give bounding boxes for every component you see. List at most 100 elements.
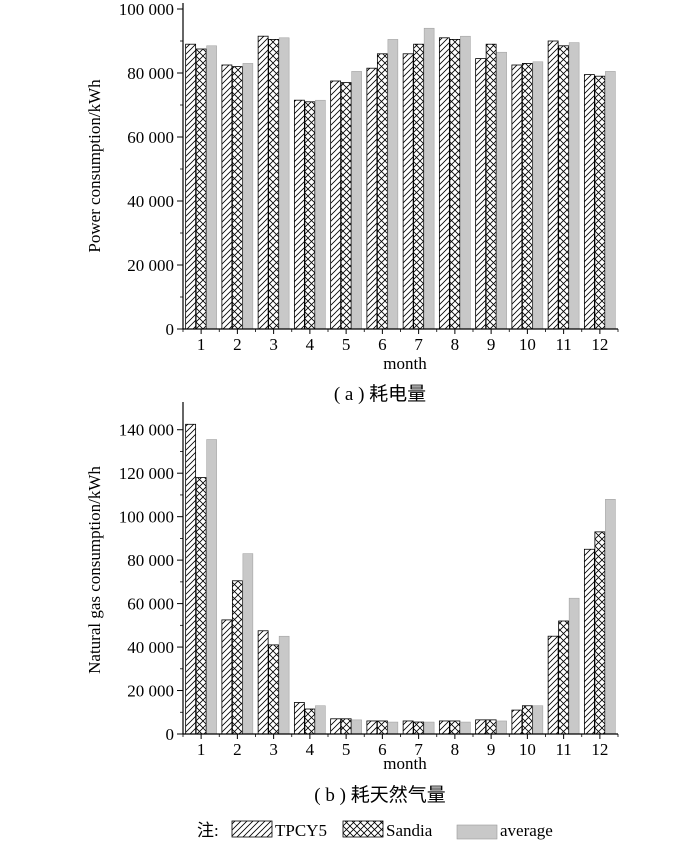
power-bar-sandia-m7 <box>413 43 425 330</box>
gas-bar-sandia-m6 <box>376 720 388 735</box>
power-bar-average-m8 <box>460 35 471 330</box>
power-y-tick-label: 60 000 <box>127 128 174 147</box>
gas-y-tick-label: 140 000 <box>119 421 174 440</box>
power-bar-average-m9 <box>496 51 507 330</box>
power-y-tick-label: 100 000 <box>119 0 174 19</box>
power-bar-average-m4 <box>315 99 326 330</box>
gas-y-tick-label: 40 000 <box>127 638 174 657</box>
power-bar-sandia-m9 <box>485 43 497 330</box>
gas-caption: ( b ) 耗天然气量 <box>314 784 445 806</box>
power-bar-tpcy5-m1 <box>185 43 197 330</box>
gas-bar-sandia-m5 <box>340 718 352 735</box>
gas-bar-tpcy5-m11 <box>547 635 559 735</box>
gas-bar-average-m6 <box>387 721 399 735</box>
gas-x-tick-label: 3 <box>269 740 278 759</box>
gas-y-tick-label: 80 000 <box>127 551 174 570</box>
gas-bar-average-m2 <box>242 553 254 735</box>
power-bar-average-m11 <box>568 42 580 330</box>
gas-bar-average-m4 <box>315 705 326 735</box>
legend-swatch-tpcy5 <box>231 820 273 838</box>
power-bar-tpcy5-m10 <box>511 64 523 330</box>
gas-bar-average-m10 <box>532 705 544 735</box>
legend: 注: TPCY5 Sandia average <box>197 820 553 840</box>
power-y-tick-label: 0 <box>166 320 175 339</box>
power-x-tick-label: 4 <box>306 335 315 354</box>
legend-label-sandia: Sandia <box>386 821 433 840</box>
gas-x-tick-label: 4 <box>306 740 315 759</box>
power-x-tick-label: 7 <box>414 335 423 354</box>
gas-x-ticks: 1 2 3 4 5 6 7 8 9 10 11 12 <box>182 734 619 759</box>
power-y-axis-label: Power consumption/kWh <box>85 79 104 253</box>
power-bar-tpcy5-m11 <box>547 40 559 330</box>
power-bar-sandia-m5 <box>340 82 352 330</box>
gas-consumption-chart: 0 20 000 40 000 60 000 80 000 100 000 120 000 1… <box>85 402 619 806</box>
gas-x-tick-label: 1 <box>197 740 206 759</box>
power-bar-tpcy5-m5 <box>330 80 342 330</box>
gas-bar-sandia-m1 <box>195 477 207 735</box>
power-bar-tpcy5-m4 <box>293 99 305 330</box>
power-bar-average-m10 <box>532 61 544 330</box>
gas-bar-sandia-m9 <box>485 719 497 735</box>
gas-x-tick-label: 9 <box>487 740 496 759</box>
power-x-tick-label: 10 <box>519 335 536 354</box>
power-caption: ( a ) 耗电量 <box>334 383 426 405</box>
gas-y-tick-label: 0 <box>166 725 175 744</box>
power-y-tick-label: 80 000 <box>127 64 174 83</box>
gas-y-tick-label: 20 000 <box>127 682 174 701</box>
power-y-tick-label: 40 000 <box>127 192 174 211</box>
power-bar-sandia-m10 <box>521 63 533 330</box>
power-bar-sandia-m8 <box>449 39 461 330</box>
gas-x-tick-label: 5 <box>342 740 351 759</box>
power-bar-average-m7 <box>423 27 435 330</box>
gas-y-tick-label: 120 000 <box>119 464 174 483</box>
gas-bar-sandia-m2 <box>231 580 243 735</box>
gas-bar-sandia-m8 <box>449 720 461 735</box>
gas-bar-average-m5 <box>351 719 362 735</box>
power-bar-tpcy5-m3 <box>257 35 269 330</box>
power-x-tick-label: 11 <box>555 335 571 354</box>
power-bar-average-m1 <box>206 45 217 330</box>
power-x-axis-label: month <box>383 354 427 373</box>
gas-y-axis-label: Natural gas consumption/kWh <box>85 466 104 674</box>
gas-bar-average-m11 <box>568 597 580 735</box>
gas-bar-sandia-m12 <box>594 531 606 735</box>
power-bar-sandia-m3 <box>268 39 280 330</box>
power-bar-tpcy5-m6 <box>366 67 378 330</box>
gas-bar-tpcy5-m12 <box>583 548 595 735</box>
power-x-tick-label: 9 <box>487 335 496 354</box>
gas-x-tick-label: 7 <box>414 740 423 759</box>
power-bar-tpcy5-m8 <box>438 37 450 330</box>
gas-bar-average-m3 <box>278 635 290 735</box>
power-bar-average-m6 <box>387 39 399 330</box>
gas-y-ticks: 0 20 000 40 000 60 000 80 000 100 000 120 000 1… <box>119 421 183 744</box>
gas-x-tick-label: 8 <box>451 740 460 759</box>
gas-bar-average-m8 <box>460 721 471 735</box>
power-x-tick-label: 2 <box>233 335 242 354</box>
legend-swatch-average <box>456 824 498 840</box>
gas-y-tick-label: 100 000 <box>119 508 174 527</box>
gas-x-tick-label: 12 <box>591 740 608 759</box>
power-bar-tpcy5-m9 <box>475 58 487 330</box>
power-bar-average-m2 <box>242 63 254 330</box>
power-bar-tpcy5-m2 <box>221 64 233 330</box>
gas-y-tick-label: 60 000 <box>127 595 174 614</box>
power-bar-average-m12 <box>605 71 616 330</box>
gas-x-tick-label: 6 <box>378 740 387 759</box>
power-y-ticks: 0 20 000 40 000 60 000 80 000 100 000 <box>119 0 183 339</box>
gas-bar-average-m1 <box>206 439 217 735</box>
gas-x-tick-label: 10 <box>519 740 536 759</box>
gas-bar-tpcy5-m2 <box>221 619 233 735</box>
gas-bar-average-m9 <box>496 720 507 735</box>
legend-label-average: average <box>500 821 553 840</box>
gas-bar-sandia-m7 <box>413 721 425 735</box>
power-x-tick-label: 5 <box>342 335 351 354</box>
gas-bar-tpcy5-m6 <box>366 720 378 735</box>
gas-bar-tpcy5-m9 <box>475 719 487 735</box>
gas-bar-sandia-m11 <box>558 620 570 735</box>
gas-bar-tpcy5-m10 <box>511 709 523 735</box>
gas-bar-sandia-m10 <box>521 705 533 735</box>
power-bars <box>185 27 616 330</box>
gas-bar-sandia-m4 <box>304 708 316 735</box>
